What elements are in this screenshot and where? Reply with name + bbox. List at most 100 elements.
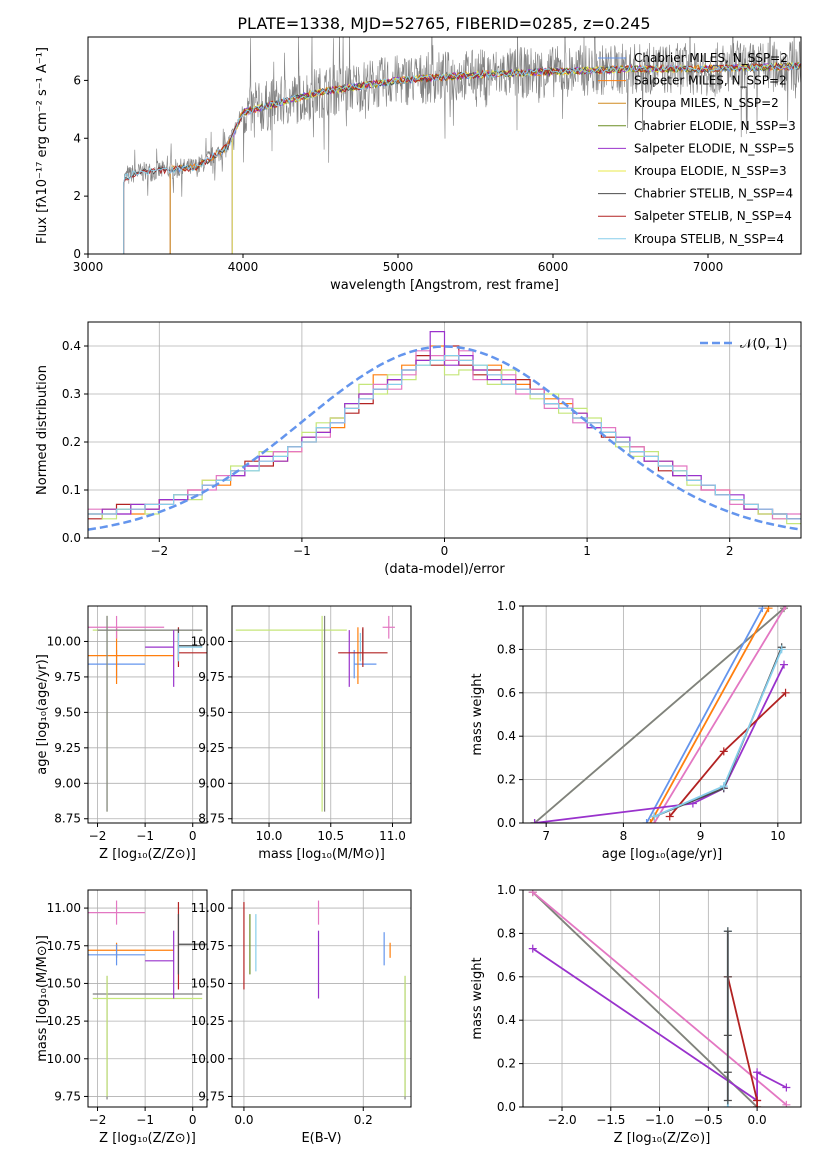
y-tick-label: 0.0 — [62, 531, 81, 545]
mass-weight-line — [653, 606, 787, 823]
mass-weight-marker — [723, 1096, 732, 1105]
plot-area — [88, 331, 801, 531]
mass-weight-marker — [753, 1068, 762, 1077]
x-tick-label: 8 — [620, 829, 628, 843]
x-axis-label: (data-model)/error — [384, 562, 505, 577]
x-tick-label: 4000 — [228, 260, 259, 274]
y-tick-label: 9.75 — [54, 670, 81, 684]
y-axis-label: mass weight — [470, 957, 485, 1039]
mass-weight-marker — [782, 1083, 791, 1092]
x-tick-label: 1 — [583, 544, 591, 558]
mass-weight-line — [649, 607, 770, 823]
y-tick-label: 11.00 — [47, 901, 81, 915]
x-tick-label: −1 — [136, 829, 154, 843]
x-tick-label: −0.5 — [694, 1113, 723, 1127]
x-axis-label: Z [log₁₀(Z/Z⊙)] — [99, 1131, 196, 1146]
mass-weight-marker — [781, 688, 790, 697]
mass-weight-line — [726, 976, 758, 1107]
y-tick-label: 10.00 — [191, 634, 225, 648]
x-tick-label: 7000 — [693, 260, 724, 274]
y-tick-label: 8.75 — [54, 812, 81, 826]
y-tick-label: 1.0 — [497, 599, 516, 613]
model-spectrum-line — [123, 60, 801, 254]
y-tick-label: 0.3 — [62, 387, 81, 401]
mass-weight-marker — [781, 606, 790, 610]
plot-area — [243, 900, 406, 1100]
x-tick-label: −2 — [89, 1113, 107, 1127]
x-tick-label: 0.0 — [234, 1113, 253, 1127]
x-tick-label: −2 — [150, 544, 168, 558]
chart-residuals: −2 −1 0 1 2 0.0 0.1 0.2 0.3 0.4 (data-model)/error… — [35, 321, 802, 577]
x-axis-label: Z [log₁₀(Z/Z⊙)] — [99, 847, 196, 862]
x-tick-label: 5000 — [383, 260, 414, 274]
y-tick-label: 10.75 — [191, 939, 225, 953]
y-axis-label: age [log₁₀(age/yr)] — [35, 654, 50, 775]
y-tick-label: 9.75 — [198, 670, 225, 684]
y-tick-label: 10.25 — [47, 1014, 81, 1028]
axes-frame — [87, 36, 802, 255]
x-tick-label: 0.0 — [748, 1113, 767, 1127]
legend-label: Chabrier MILES, N_SSP=2 — [634, 51, 788, 65]
mass-weight-line — [534, 607, 785, 823]
axes-frame — [87, 605, 208, 824]
mass-weight-marker — [646, 819, 655, 823]
y-tick-label: 10.50 — [191, 976, 225, 990]
x-axis-label: E(B-V) — [301, 1131, 341, 1146]
y-tick-label: 10.75 — [47, 939, 81, 953]
mass-weight-line — [532, 891, 758, 1107]
x-tick-label: 10.0 — [256, 829, 283, 843]
x-tick-label: 0 — [441, 544, 449, 558]
x-tick-label: −1.0 — [645, 1113, 674, 1127]
y-tick-label: 9.75 — [198, 1089, 225, 1103]
figure-title: PLATE=1338, MJD=52765, FIBERID=0285, z=0… — [237, 14, 650, 33]
mass-weight-marker — [528, 890, 537, 897]
legend-label: Kroupa STELIB, N_SSP=4 — [634, 232, 784, 246]
x-axis-label: age [log₁₀(age/yr)] — [602, 847, 723, 862]
x-axis-label: wavelength [Angstrom, rest frame] — [330, 278, 559, 293]
x-axis-label: mass [log₁₀(M/M⊙)] — [258, 847, 385, 862]
y-tick-label: 1.0 — [497, 883, 516, 897]
x-tick-label: 11.0 — [379, 829, 406, 843]
mass-weight-marker — [665, 812, 674, 821]
axes-frame — [522, 889, 802, 1108]
y-tick-label: 0.4 — [497, 729, 516, 743]
y-axis-label: Normed distribution — [35, 365, 50, 495]
x-tick-label: 7 — [542, 829, 550, 843]
legend-label: Salpeter MILES, N_SSP=2 — [634, 74, 787, 88]
mass-weight-marker — [782, 1100, 791, 1107]
y-tick-label: 9.25 — [54, 741, 81, 755]
chart-mass-vs-ebv: 0.0 0.2 9.75 10.00 10.25 10.50 10.75 11.00 E(B-V… — [191, 889, 412, 1146]
mass-weight-marker — [719, 782, 728, 791]
y-tick-label: 10.00 — [191, 1052, 225, 1066]
y-tick-label: 11.00 — [191, 901, 225, 915]
plot-area — [88, 615, 207, 812]
mass-weight-marker — [777, 645, 786, 654]
y-axis-label: Flux [fλ10⁻¹⁷ erg cm⁻² s⁻¹ A⁻¹] — [35, 47, 50, 244]
chart-spectrum: 3000 4000 5000 6000 7000 0 2 4 6 wavelength [Angs… — [35, 36, 802, 293]
chart-mass-weight-vs-z: −2.0 −1.5 −1.0 −0.5 0.0 0.0 0.2 0.4 0.6 0.8 1.0 Z [… — [470, 883, 802, 1146]
x-tick-label: −1.5 — [596, 1113, 625, 1127]
x-tick-label: 0 — [189, 1113, 197, 1127]
legend-label: Salpeter STELIB, N_SSP=4 — [634, 209, 792, 223]
mass-weight-marker — [723, 1068, 732, 1077]
y-tick-label: 10.50 — [47, 976, 81, 990]
chart-mass-weight-vs-age: 7 8 9 10 0.0 0.2 0.4 0.6 0.8 1.0 age [log₁₀(age/yr… — [470, 599, 802, 862]
mass-weight-marker — [530, 819, 539, 823]
y-tick-label: 0.8 — [497, 642, 516, 656]
axes-frame — [522, 605, 802, 824]
y-tick-label: 9.50 — [198, 705, 225, 719]
x-tick-label: 9 — [697, 829, 705, 843]
plot-area — [530, 606, 790, 823]
model-spectrum-line — [123, 61, 801, 254]
y-tick-label: 9.00 — [198, 776, 225, 790]
mass-weight-marker — [753, 1103, 762, 1107]
y-tick-label: 4 — [73, 131, 81, 145]
y-tick-label: 0.2 — [62, 435, 81, 449]
y-tick-label: 0.2 — [497, 1057, 516, 1071]
y-tick-label: 0.0 — [497, 816, 516, 830]
y-tick-label: 0.0 — [497, 1100, 516, 1114]
plot-area — [235, 615, 395, 812]
mass-weight-line — [532, 947, 787, 1103]
y-tick-label: 6 — [73, 73, 81, 87]
mass-weight-marker — [642, 819, 651, 823]
